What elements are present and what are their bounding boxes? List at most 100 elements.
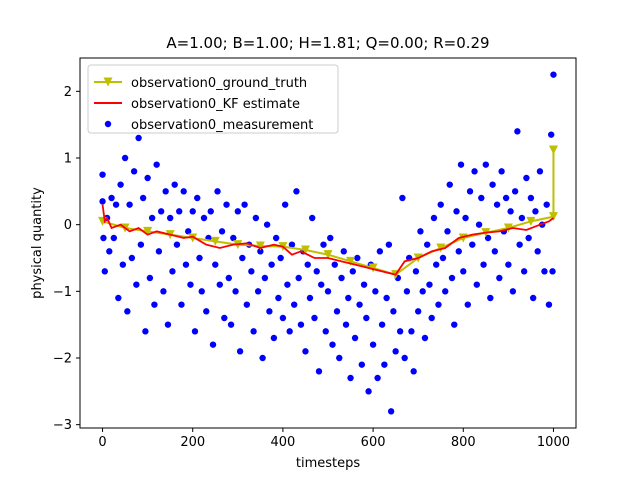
measurement-point xyxy=(374,374,381,382)
measurement-point xyxy=(428,314,435,322)
measurement-point xyxy=(270,334,278,342)
y-tick-label: 2 xyxy=(64,85,72,100)
measurement-point xyxy=(187,281,194,288)
measurement-point xyxy=(442,288,449,295)
measurement-point xyxy=(417,228,424,235)
measurement-point xyxy=(112,201,120,208)
measurement-point xyxy=(166,214,174,222)
measurement-point xyxy=(333,308,341,315)
legend-label: observation0_measurement xyxy=(131,118,313,133)
measurement-point xyxy=(230,234,237,242)
measurement-point xyxy=(151,301,158,308)
measurement-point xyxy=(100,234,107,242)
measurement-point xyxy=(401,354,408,362)
plot-frame xyxy=(79,57,577,429)
ground-truth-marker xyxy=(548,145,558,155)
measurement-point xyxy=(189,208,196,215)
measurement-point xyxy=(191,328,199,335)
measurement-point xyxy=(550,71,557,78)
measurement-point xyxy=(148,214,156,222)
measurement-point xyxy=(139,194,147,202)
x-tick-label: 200 xyxy=(180,435,205,450)
measurement-point xyxy=(412,268,420,275)
measurement-point xyxy=(484,234,492,242)
measurement-point xyxy=(110,234,118,242)
legend: observation0_ground_truth observation0_KF… xyxy=(87,64,339,134)
measurement-point xyxy=(304,261,311,268)
measurement-point xyxy=(369,341,377,348)
measurement-point xyxy=(182,261,190,268)
legend-swatch-marker xyxy=(104,120,112,128)
measurement-point xyxy=(318,281,325,288)
measurement-point xyxy=(196,254,203,262)
measurement-point xyxy=(385,241,393,248)
ground-truth-marker xyxy=(255,241,265,251)
measurement-point xyxy=(288,241,296,248)
measurement-point xyxy=(169,268,176,275)
measurement-point xyxy=(130,168,138,175)
y-tick-label: 1 xyxy=(64,152,72,167)
measurement-point xyxy=(306,294,314,302)
x-tick-label: 800 xyxy=(451,435,476,450)
measurement-point xyxy=(516,241,523,248)
ground-truth-marker xyxy=(503,223,513,233)
measurement-point xyxy=(491,248,499,255)
measurement-point xyxy=(153,161,160,168)
measurement-point xyxy=(482,161,490,168)
measurement-point xyxy=(180,188,187,195)
measurement-point xyxy=(119,261,127,268)
measurement-point xyxy=(439,254,447,262)
y-axis: −3 −2 −1 0 1 2 xyxy=(53,85,80,433)
measurement-point xyxy=(157,208,165,215)
measurement-point xyxy=(378,321,386,328)
measurement-point xyxy=(106,248,113,255)
measurement-point xyxy=(281,201,289,208)
x-tick-label: 0 xyxy=(98,435,106,450)
measurement-point xyxy=(173,241,181,248)
measurement-point xyxy=(279,314,287,322)
measurement-point xyxy=(464,301,471,308)
measurement-point xyxy=(462,214,469,222)
measurement-point xyxy=(315,368,323,375)
measurement-point xyxy=(430,214,438,222)
ground-truth-marker xyxy=(323,250,333,260)
measurement-point xyxy=(478,194,485,202)
measurement-point xyxy=(392,348,399,355)
measurement-point xyxy=(338,274,345,282)
measurement-point xyxy=(137,241,145,248)
legend-box xyxy=(87,64,339,134)
measurement-point xyxy=(293,188,300,195)
measurement-point xyxy=(453,208,460,215)
measurement-point xyxy=(376,248,384,255)
measurement-point xyxy=(354,254,361,262)
measurement-point xyxy=(295,274,302,282)
measurement-point xyxy=(234,208,242,215)
measurement-point xyxy=(457,161,465,168)
measurement-point xyxy=(356,301,363,308)
measurement-point xyxy=(351,334,359,342)
measurement-point xyxy=(309,214,316,222)
measurement-point xyxy=(360,281,368,288)
plot-area xyxy=(98,71,558,415)
measurement-point xyxy=(532,208,539,215)
ground-truth-marker xyxy=(526,216,536,226)
ground-truth-line xyxy=(102,150,555,276)
measurement-point xyxy=(266,308,273,315)
measurement-point xyxy=(487,294,494,302)
y-tick-label: 0 xyxy=(64,218,72,233)
measurement-point xyxy=(142,328,149,335)
measurement-point xyxy=(320,241,327,248)
measurement-point xyxy=(200,214,208,222)
measurement-point xyxy=(509,288,517,295)
measurement-point xyxy=(342,321,350,328)
x-tick-label: 1000 xyxy=(537,435,570,450)
measurement-point xyxy=(164,321,172,328)
measurement-point xyxy=(381,361,388,368)
measurement-point xyxy=(444,228,451,235)
measurement-point xyxy=(128,254,136,262)
ground-truth-marker xyxy=(436,243,446,253)
measurement-point xyxy=(236,348,244,355)
measurement-point xyxy=(284,281,291,288)
kf-estimate-line xyxy=(101,204,554,276)
